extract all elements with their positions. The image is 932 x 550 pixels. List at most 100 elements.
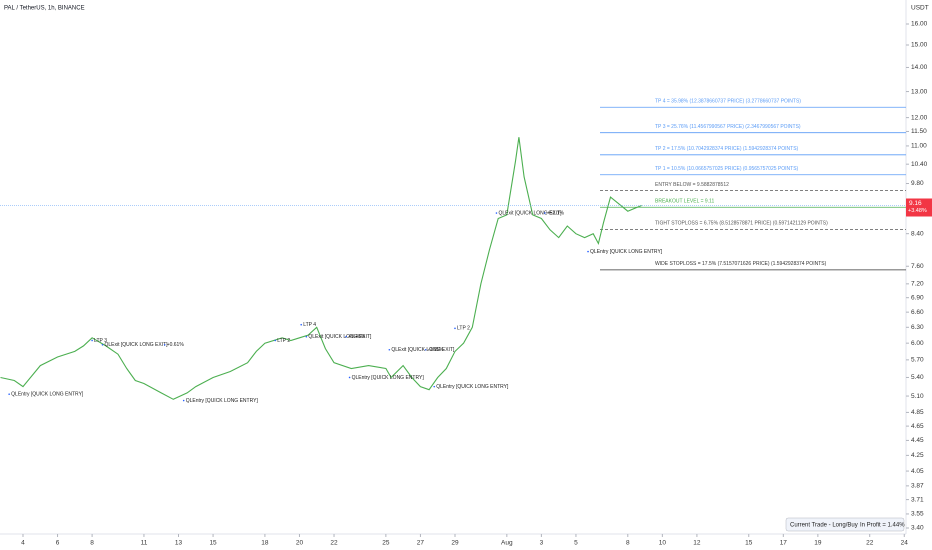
y-tick-label: 5.40 [911, 374, 924, 381]
annotation-anchor [182, 399, 185, 402]
y-tick-label: 12.00 [911, 114, 928, 121]
annotation: LTP 3 [94, 338, 107, 344]
y-tick-label: 11.00 [911, 143, 927, 150]
y-tick-label: 7.20 [911, 281, 924, 288]
x-tick-label: 18 [261, 540, 269, 547]
annotation-anchor [424, 348, 427, 351]
annotation-anchor [495, 212, 498, 214]
y-tick-label: 6.30 [911, 324, 924, 331]
annotation: QLExit [QUICK LONG EXIT] [104, 342, 168, 348]
annotation: QLExit [QUICK LONG EXIT] [391, 347, 455, 353]
annotation-anchor [388, 348, 391, 351]
y-tick-label: 5.70 [911, 357, 924, 364]
x-tick-label: 11 [141, 540, 148, 547]
annotation-anchor [454, 327, 456, 330]
annotation-anchor [8, 393, 10, 395]
x-tick-label: 22 [866, 540, 874, 547]
y-tick-label: 14.00 [911, 64, 928, 71]
y-tick-label: 5.10 [911, 393, 924, 400]
x-tick-label: 27 [417, 540, 425, 547]
x-tick-label: 19 [814, 540, 822, 547]
annotation-anchor [101, 344, 104, 346]
y-tick-label: 4.25 [911, 452, 924, 459]
annotation-anchor [544, 212, 546, 214]
y-tick-label: 4.65 [911, 423, 924, 430]
y-tick-label: 6.00 [911, 340, 924, 347]
status-box [785, 517, 905, 532]
y-tick-label: 4.85 [911, 409, 924, 416]
x-tick-label: 8 [90, 540, 94, 547]
level-label: TP 3 = 25.76% (11.4567990567 PRICE) (2.3… [655, 124, 801, 130]
last-price-tag [906, 198, 932, 217]
last-price-label: 9.16 [909, 200, 922, 207]
x-tick-label: 29 [451, 540, 459, 547]
status-profit: In Profit = 1.44% [860, 523, 905, 529]
x-tick-label: 20 [296, 540, 304, 547]
x-tick-label: 13 [175, 540, 183, 547]
annotation-anchor [163, 344, 166, 346]
y-tick-label: 10.40 [911, 161, 928, 168]
annotation-anchor [91, 339, 93, 342]
x-tick-label: 17 [780, 540, 788, 547]
level-label: BREAKOUT LEVEL = 9.11 [655, 199, 714, 205]
level-label: WIDE STOPLOSS = 17.5% (7.5157071626 PRIC… [655, 261, 827, 267]
annotation: LTP 2 [457, 326, 470, 332]
x-tick-label: 25 [382, 540, 390, 547]
annotation: +3.48% [348, 334, 366, 340]
x-tick-label: 15 [745, 540, 753, 547]
annotation-anchor [345, 335, 347, 338]
level-label: TP 1 = 10.5% (10.0665757025 PRICE) (0.95… [655, 166, 799, 172]
x-tick-label: 10 [659, 540, 667, 547]
x-tick-label: 8 [626, 540, 630, 547]
annotation: +52.1% [547, 210, 565, 216]
annotation: QLExit [QUICK LONG EXIT] [498, 210, 562, 216]
x-tick-label: 5 [574, 540, 578, 547]
last-change-label: +3.48% [908, 208, 927, 214]
y-tick-label: 11.50 [911, 128, 927, 135]
annotation-anchor [300, 323, 302, 326]
annotation: QLEntry [QUICK LONG ENTRY] [11, 391, 84, 397]
x-tick-label: 4 [21, 540, 25, 547]
status-trade: Current Trade - Long/Buy [790, 523, 858, 529]
y-tick-label: 3.55 [911, 511, 924, 518]
y-tick-label: 8.40 [911, 230, 924, 237]
level-label: TP 2 = 17.5% (10.7042928374 PRICE) (1.59… [655, 146, 799, 152]
y-tick-label: 6.90 [911, 294, 924, 301]
annotation-anchor [348, 376, 351, 379]
annotation-anchor [274, 339, 277, 342]
x-tick-label: 12 [693, 540, 701, 547]
y-tick-label: 4.45 [911, 437, 924, 444]
level-label: TIGHT STOPLOSS = 6.75% (8.5128578871 PRI… [655, 221, 828, 227]
x-tick-label: 22 [330, 540, 338, 547]
y-tick-label: 4.05 [911, 468, 924, 475]
chart-title: PAL / TetherUS, 1h, BINANCE [4, 6, 85, 12]
y-tick-label: 3.71 [911, 496, 924, 503]
annotation-anchor [433, 385, 436, 388]
y-tick-label: 9.80 [911, 180, 924, 187]
y-tick-label: 3.40 [911, 525, 924, 532]
x-tick-label: 15 [209, 540, 217, 547]
y-tick-label: 15.00 [911, 42, 928, 49]
axis-unit: USDT [911, 5, 929, 12]
annotation-anchor [587, 250, 589, 253]
y-tick-label: 13.00 [911, 88, 928, 95]
x-tick-label: Aug [501, 540, 513, 547]
annotation: LTP 2 [277, 338, 290, 344]
annotation: QLEntry [QUICK LONG ENTRY] [352, 375, 425, 381]
price-line [0, 137, 642, 400]
annotation: LTP 4 [303, 322, 316, 328]
annotation: -9.05% [428, 347, 444, 353]
y-tick-label: 16.00 [911, 21, 928, 28]
y-tick-label: 3.87 [911, 483, 924, 490]
x-tick-label: 6 [56, 540, 60, 547]
annotation: +0.61% [167, 342, 185, 348]
level-label: ENTRY BELOW = 9.5882878512 [655, 182, 729, 188]
level-label: TP 4 = 35.98% (12.3878660737 PRICE) (3.2… [655, 99, 801, 105]
y-tick-label: 6.60 [911, 309, 924, 316]
x-tick-label: 3 [540, 540, 544, 547]
x-tick-label: 24 [901, 540, 909, 547]
annotation-anchor [305, 335, 308, 338]
annotation: QLEntry [QUICK LONG ENTRY] [436, 384, 509, 390]
annotation: QLEntry [QUICK LONG ENTRY] [590, 249, 663, 255]
